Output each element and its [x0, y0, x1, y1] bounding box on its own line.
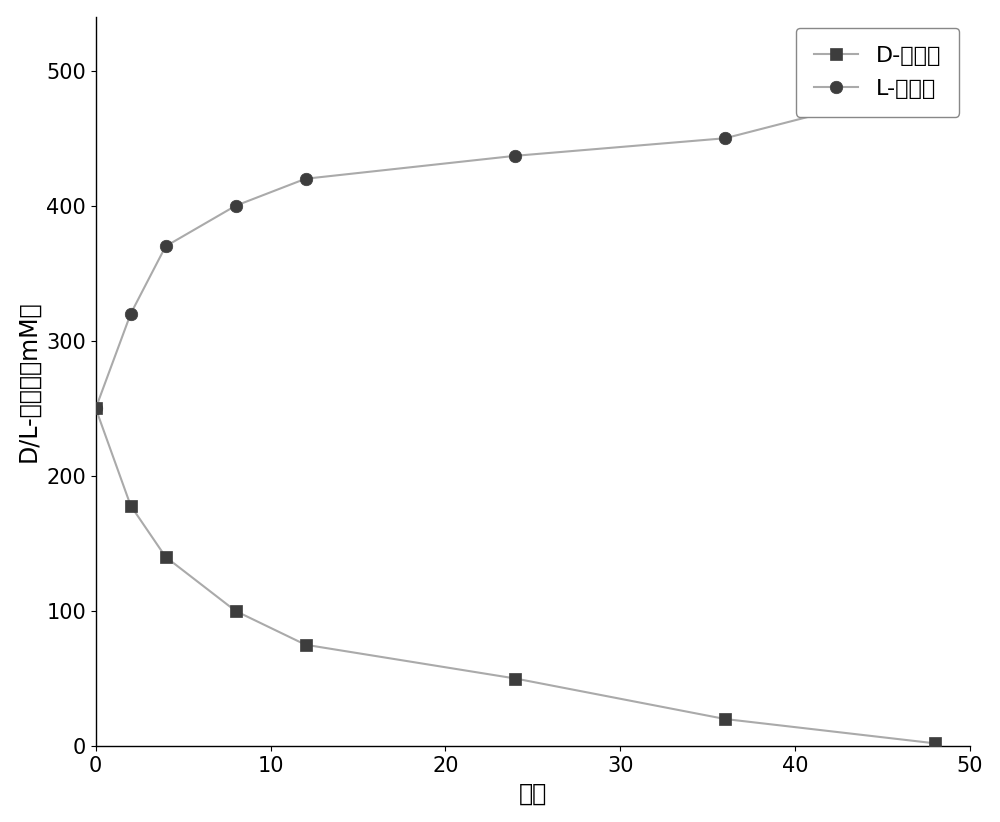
L-草铵膚 [509, 151, 521, 161]
D-草铵膚 [509, 673, 521, 683]
L-草铵膚 [300, 173, 312, 183]
D-草铵膚 [125, 501, 137, 510]
L-草铵膚 [90, 404, 102, 413]
Legend: D-草铵膚, L-草铵膚: D-草铵膚, L-草铵膚 [796, 28, 959, 117]
L-草铵膚 [230, 201, 242, 210]
D-草铵膚 [230, 606, 242, 616]
D-草铵膚 [719, 714, 731, 724]
Line: L-草铵膚: L-草铵膚 [89, 78, 941, 414]
D-草铵膚 [90, 404, 102, 413]
Y-axis label: D/L-草铵膚（mM）: D/L-草铵膚（mM） [17, 301, 41, 462]
L-草铵膚 [125, 309, 137, 319]
L-草铵膚 [160, 242, 172, 252]
D-草铵膚 [160, 552, 172, 562]
D-草铵膚 [929, 738, 941, 748]
L-草铵膚 [929, 79, 941, 89]
Line: D-草铵膚: D-草铵膚 [89, 402, 941, 750]
L-草铵膚 [719, 133, 731, 143]
X-axis label: 时间: 时间 [519, 782, 547, 806]
D-草铵膚 [300, 640, 312, 649]
